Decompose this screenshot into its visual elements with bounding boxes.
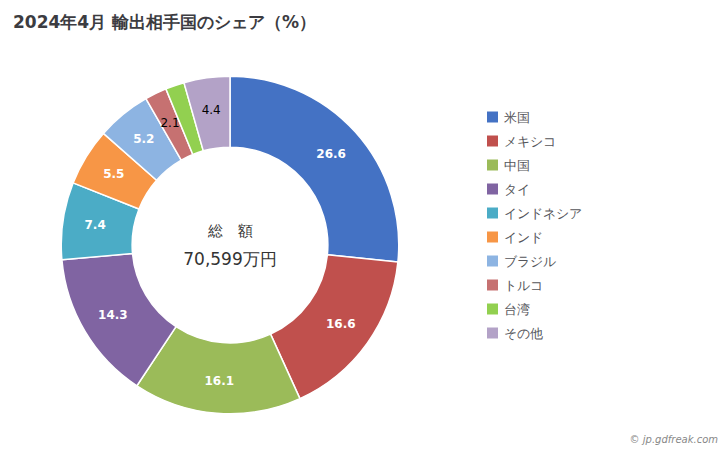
svg-text:70,599万円: 70,599万円 [183, 249, 276, 269]
svg-text:米国: 米国 [504, 110, 530, 125]
svg-text:中国: 中国 [504, 158, 530, 173]
svg-text:インド: インド [504, 230, 543, 245]
svg-text:14.3: 14.3 [98, 308, 128, 322]
svg-text:2.1: 2.1 [160, 116, 179, 130]
svg-text:トルコ: トルコ [504, 278, 543, 293]
svg-text:4.4: 4.4 [202, 103, 221, 117]
svg-text:2024年4月 輸出相手国のシェア（%）: 2024年4月 輸出相手国のシェア（%） [13, 12, 316, 32]
svg-text:メキシコ: メキシコ [504, 134, 556, 149]
svg-text:16.6: 16.6 [326, 317, 356, 331]
svg-text:その他: その他 [504, 326, 543, 341]
svg-text:7.4: 7.4 [84, 218, 105, 232]
svg-text:16.1: 16.1 [205, 374, 235, 388]
svg-text:© jp.gdfreak.com: © jp.gdfreak.com [630, 434, 719, 445]
svg-text:総 額: 総 額 [207, 222, 253, 240]
svg-text:タイ: タイ [504, 182, 530, 197]
svg-text:インドネシア: インドネシア [504, 206, 582, 221]
svg-text:5.2: 5.2 [133, 132, 154, 146]
svg-text:5.5: 5.5 [103, 167, 124, 181]
svg-text:ブラジル: ブラジル [504, 254, 556, 269]
svg-text:台湾: 台湾 [504, 302, 530, 317]
svg-text:26.6: 26.6 [316, 147, 346, 161]
